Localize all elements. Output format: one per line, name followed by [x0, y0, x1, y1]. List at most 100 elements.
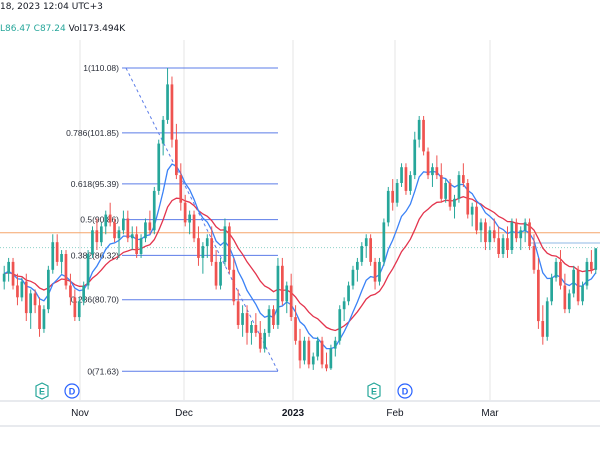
candle: [29, 289, 32, 329]
x-tick-label: Mar: [481, 408, 499, 419]
candle-body: [369, 238, 372, 262]
candle-body: [33, 293, 37, 306]
candle-body: [453, 198, 456, 207]
candle: [484, 218, 487, 251]
candle: [585, 257, 589, 290]
candle: [152, 186, 156, 235]
candle: [38, 297, 41, 337]
candle-body: [55, 242, 59, 262]
fib-label-0.382: 0.382(86.32): [71, 250, 119, 260]
candle-body: [197, 238, 200, 258]
candle: [435, 155, 439, 180]
candle-body: [550, 277, 553, 302]
dividend-marker[interactable]: D: [64, 383, 80, 399]
candle-body: [108, 214, 112, 223]
candle: [122, 210, 125, 235]
candle-body: [484, 222, 487, 243]
candle: [192, 210, 196, 243]
candle-body: [188, 214, 191, 223]
candle-body: [250, 325, 253, 333]
candle-body: [82, 285, 85, 302]
candle: [479, 218, 483, 243]
candle: [545, 297, 549, 341]
candle: [117, 226, 121, 258]
candle: [325, 352, 328, 372]
candle-body: [16, 285, 19, 298]
candle: [400, 163, 403, 187]
candle-body: [462, 175, 465, 183]
candle: [42, 305, 46, 333]
candle: [395, 179, 399, 207]
candle: [475, 202, 478, 235]
candle-body: [91, 230, 94, 254]
candle-body: [47, 269, 50, 310]
dividend-icon: [397, 383, 413, 399]
candle: [294, 305, 297, 345]
candle: [488, 226, 492, 251]
candle: [404, 163, 408, 195]
candle-body: [338, 309, 342, 341]
candle-body: [515, 222, 518, 239]
dividend-marker[interactable]: D: [397, 383, 413, 399]
candle: [356, 257, 359, 282]
candle-body: [130, 234, 134, 239]
candle: [369, 234, 372, 266]
fib-trend-line: [125, 67, 279, 372]
candle: [320, 336, 324, 369]
chart-datetime: 18, 2023 12:04 UTC+3: [0, 2, 103, 12]
candle: [347, 281, 350, 306]
candle-body: [581, 285, 584, 302]
fibonacci-retracement[interactable]: 1(110.08) 0.786(101.85) 0.618(95.39) 0.5(90…: [66, 63, 279, 376]
candle-body: [488, 230, 492, 243]
fib-label-0.618: 0.618(95.39): [71, 179, 119, 189]
candle-body: [276, 265, 280, 325]
x-tick-label: Feb: [386, 408, 404, 419]
earnings-icon: [35, 382, 49, 400]
candle: [170, 76, 174, 148]
candle-body: [400, 167, 403, 183]
moving-averages: [3, 163, 597, 350]
candle-body: [126, 218, 130, 239]
candle-body: [316, 340, 319, 357]
candle-body: [157, 143, 161, 191]
candle-body: [325, 364, 328, 369]
earnings-marker[interactable]: E: [367, 382, 381, 400]
candle: [267, 305, 271, 337]
candle-body: [100, 226, 103, 243]
candle-body: [563, 285, 567, 310]
candle-body: [413, 139, 417, 176]
candle-body: [567, 293, 571, 310]
candle-body: [113, 222, 116, 239]
candle-body: [73, 297, 77, 318]
candle: [567, 289, 571, 314]
candle-body: [258, 332, 262, 349]
candle: [24, 273, 28, 322]
candle-body: [554, 261, 558, 278]
candle: [144, 218, 147, 243]
candle: [550, 273, 553, 306]
candle: [519, 226, 523, 251]
event-letter: E: [371, 387, 377, 397]
candle-body: [254, 325, 258, 333]
candle: [453, 194, 456, 219]
candle: [594, 248, 598, 274]
candle-body: [528, 222, 531, 247]
candle: [285, 281, 289, 314]
candle-body: [77, 301, 81, 318]
candle-body: [51, 242, 55, 270]
candle-body: [122, 218, 125, 231]
candle: [466, 179, 470, 219]
earnings-marker[interactable]: E: [35, 382, 49, 400]
candle: [351, 265, 355, 290]
candle: [439, 163, 443, 203]
low-prefix: L: [0, 24, 6, 34]
candle-body: [210, 238, 213, 262]
candle-body: [38, 305, 41, 329]
candle: [528, 218, 531, 251]
candle: [175, 123, 178, 180]
candle-body: [475, 206, 478, 231]
candle-body: [391, 190, 394, 203]
candle: [183, 194, 187, 227]
earnings-icon: [367, 382, 381, 400]
